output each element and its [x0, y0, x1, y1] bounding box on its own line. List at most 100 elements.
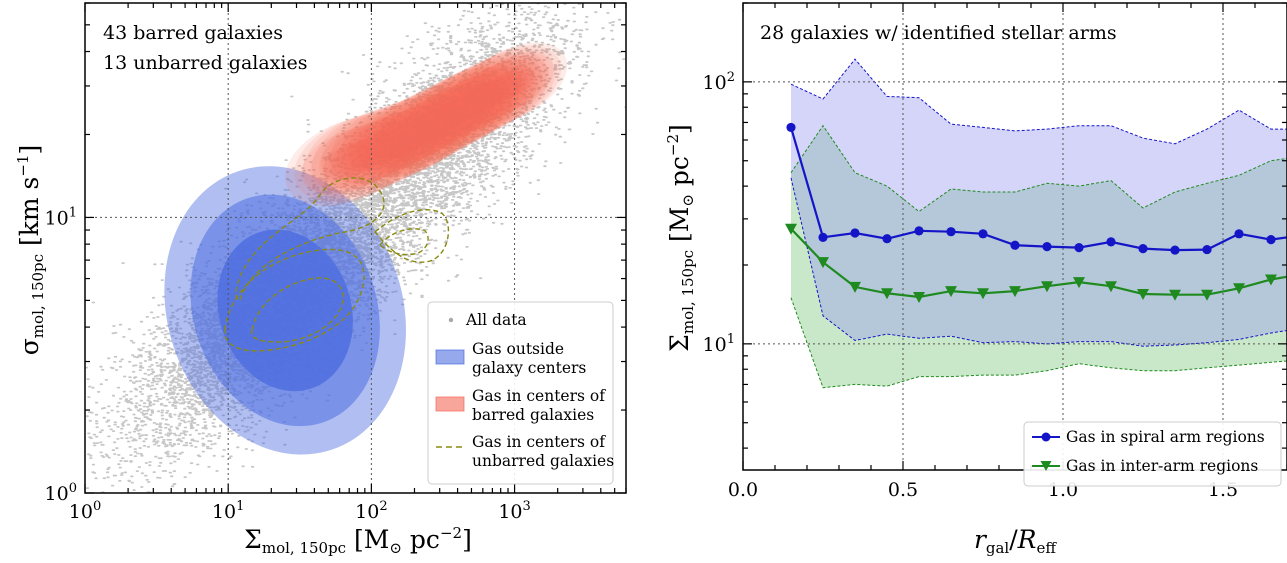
arm-point: [1010, 240, 1020, 250]
arm-point: [914, 226, 924, 236]
barred-density-blob: [319, 122, 413, 187]
legend-interarm-label: Gas in inter-arm regions: [1066, 457, 1258, 475]
interarm-point: [817, 257, 829, 269]
barred-density-blob: [386, 97, 468, 159]
interarm-point: [1105, 281, 1117, 293]
barred-density-blob: [432, 75, 511, 134]
barred-density-blob: [412, 84, 492, 145]
barred-density-blob: [384, 79, 496, 164]
right-bands: [790, 58, 1287, 389]
barred-density-blob: [349, 134, 399, 169]
legend-arm-marker: [1041, 432, 1051, 442]
barred-density-blob: [329, 102, 451, 187]
interarm-point: [1265, 274, 1277, 286]
barred-density-blob: [469, 55, 548, 115]
barred-density-blob: [399, 90, 480, 152]
left-x-tick-label: 101: [212, 499, 244, 523]
barred-density-blob: [371, 85, 483, 171]
barred-density-blob: [432, 99, 473, 130]
arm-point: [786, 122, 796, 133]
svg-text:σmol, 150pc [km s−1]: σmol, 150pc [km s−1]: [14, 145, 47, 356]
unbarred-centers-contours: [224, 177, 450, 352]
barred-density-blob: [425, 102, 467, 134]
barred-density-blob: [416, 63, 526, 146]
barred-density-blob: [377, 82, 490, 167]
barred-density-blob: [412, 108, 455, 141]
barred-density-blob: [436, 54, 544, 136]
barred-density-blob: [345, 113, 435, 176]
legend-barred-line2: barred galaxies: [472, 406, 594, 424]
legend-arm-label: Gas in spiral arm regions: [1066, 428, 1265, 446]
interarm-point: [785, 223, 797, 235]
arm-point: [1106, 237, 1116, 247]
barred-density-blob: [475, 52, 554, 112]
right-legend: Gas in spiral arm regions Gas in inter-a…: [1023, 421, 1282, 487]
interarm-point: [1073, 277, 1085, 289]
interarm-point: [913, 291, 925, 303]
band-edge-lower: [790, 177, 1287, 347]
barred-density-blob: [410, 66, 520, 149]
barred-density-blob: [397, 72, 508, 157]
barred-density-blob: [476, 77, 516, 107]
left-note-barred: 43 barred galaxies: [103, 22, 283, 44]
right-y-tick-label: 101: [703, 332, 735, 356]
left-legend: All data Gas outside galaxy centers Gas …: [427, 301, 614, 485]
barred-density-blob: [423, 60, 532, 142]
barred-density-blob: [331, 140, 383, 176]
legend-interarm-marker: [1040, 461, 1052, 471]
legend-barred-line1: Gas in centers of: [472, 387, 606, 405]
left-x-tick-label: 103: [498, 499, 530, 523]
barred-density-blob: [393, 118, 436, 151]
barred-density-blob: [429, 57, 538, 139]
interarm-point: [977, 288, 989, 300]
interarm-point: [945, 286, 957, 298]
left-x-tick-label: 102: [355, 499, 387, 523]
barred-density-blob: [438, 72, 517, 131]
left-grid: [85, 3, 626, 493]
barred-density-blob: [340, 137, 391, 172]
barred-density-blob: [311, 108, 436, 195]
barred-density-blob: [444, 68, 523, 128]
legend-outside-swatch: [435, 349, 465, 365]
barred-density-blob: [495, 67, 535, 97]
barred-density-blob: [403, 69, 514, 153]
barred-density-blob: [438, 96, 479, 127]
arm-point: [1074, 243, 1084, 253]
barred-density-blob: [336, 116, 427, 180]
barred-density-blob: [445, 93, 485, 123]
barred-density-blob: [373, 103, 456, 166]
interarm-point: [1137, 288, 1149, 300]
right-note: 28 galaxies w/ identified stellar arms: [760, 22, 1117, 44]
left-y-axis-title: σmol, 150pc [km s−1]: [14, 145, 47, 356]
arm-point: [818, 232, 828, 242]
unbarred-contour-2: [374, 209, 450, 263]
outside-centers-density: [164, 166, 406, 455]
right-y-axis-title: Σmol, 150pc [M⊙ pc−2]: [664, 124, 697, 352]
legend-barred-swatch: [435, 396, 465, 412]
right-lines: [785, 122, 1287, 303]
interarm-point: [849, 281, 861, 293]
arm-point: [1266, 234, 1276, 245]
barred-density-blob: [488, 70, 528, 100]
arm-point: [1202, 244, 1212, 255]
barred-density-blob: [285, 116, 414, 206]
barred-density-blob: [383, 122, 429, 154]
barred-density-blob: [375, 125, 422, 158]
band-arm: [791, 59, 1287, 347]
barred-density-blob: [380, 100, 462, 162]
barred-density-blob: [457, 86, 497, 116]
arm-point: [946, 227, 956, 237]
interarm-point: [881, 288, 893, 300]
barred-density-blob: [303, 110, 429, 199]
barred-density-blob: [356, 93, 473, 175]
barred-density-blob: [464, 83, 504, 113]
barred-density-blob: [338, 99, 458, 183]
legend-outside-line1: Gas outside: [472, 340, 564, 358]
arm-point: [850, 228, 860, 238]
right-x-axis-title: rgal/Reff: [974, 525, 1057, 557]
barred-density-blob: [419, 105, 461, 137]
barred-density-blob: [301, 127, 398, 195]
barred-density-blob: [463, 59, 542, 118]
